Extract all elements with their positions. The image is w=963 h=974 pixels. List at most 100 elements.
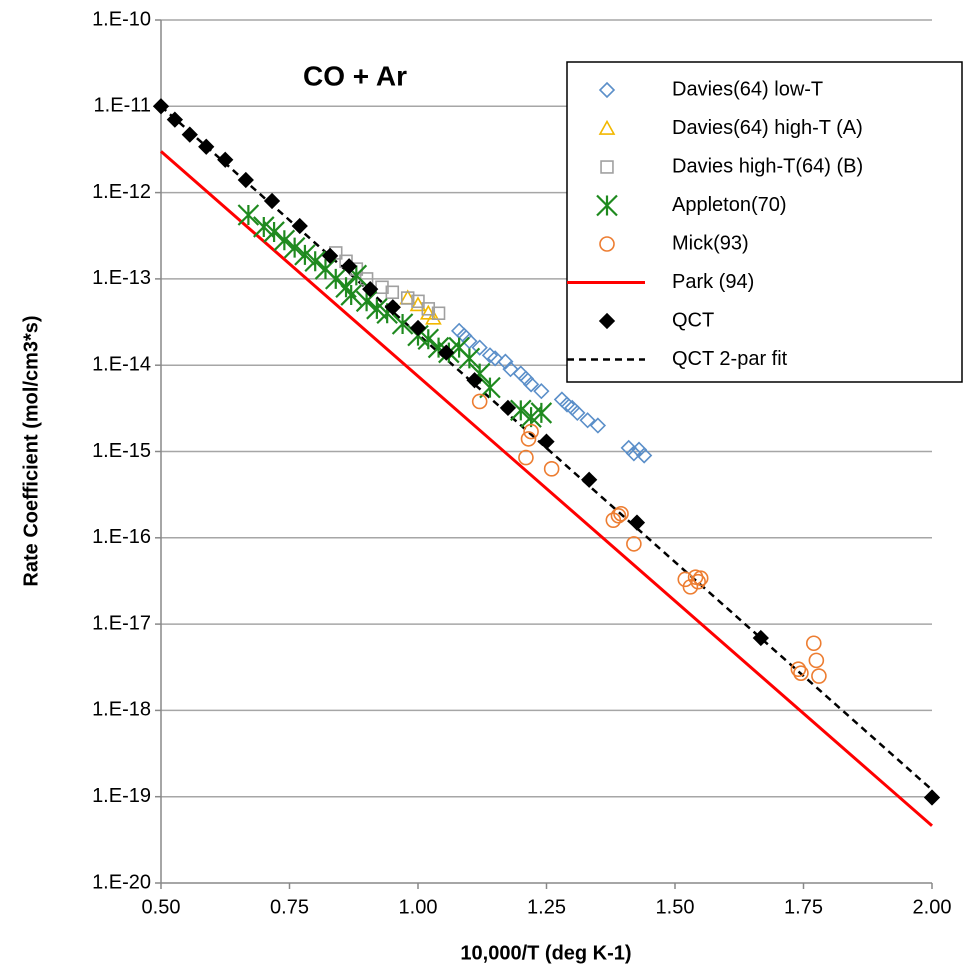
data-point — [237, 171, 254, 189]
data-point — [321, 247, 339, 264]
data-point — [790, 661, 807, 678]
legend-swatch — [598, 81, 616, 99]
data-point — [263, 221, 285, 243]
data-point — [808, 652, 825, 669]
data-point — [263, 192, 281, 210]
y-tick-label: 1.E-20 — [92, 871, 151, 893]
chart-title: CO + Ar — [303, 60, 407, 91]
data-point — [502, 361, 519, 378]
data-point — [793, 665, 809, 681]
data-point — [181, 126, 198, 143]
data-point — [520, 431, 537, 447]
data-point — [533, 383, 550, 400]
legend-label: QCT — [672, 309, 714, 331]
data-point — [417, 328, 440, 350]
data-point — [569, 404, 586, 422]
y-tick-label: 1.E-13 — [92, 267, 151, 289]
legend-box — [566, 61, 963, 383]
y-tick-label: 1.E-17 — [92, 612, 151, 634]
data-point — [450, 322, 468, 339]
y-tick-label: 1.E-10 — [92, 8, 151, 30]
data-point — [253, 216, 275, 238]
data-point — [486, 350, 504, 367]
legend-label: QCT 2-par fit — [672, 348, 788, 370]
legend-label: Park (94) — [672, 271, 754, 293]
data-point — [166, 111, 184, 128]
data-point — [419, 304, 437, 320]
y-tick-label: 1.E-14 — [92, 353, 151, 375]
data-point — [355, 290, 378, 313]
data-point — [461, 333, 478, 350]
legend-label: Davies(64) low-T — [672, 78, 823, 100]
data-point — [499, 399, 517, 417]
x-tick-label: 1.00 — [399, 896, 438, 918]
data-point — [690, 573, 706, 590]
y-tick-label: 1.E-16 — [92, 526, 151, 548]
data-point — [385, 285, 400, 300]
data-point — [530, 402, 553, 424]
data-point — [458, 347, 481, 370]
data-point — [636, 447, 653, 464]
data-point — [283, 236, 306, 259]
data-point — [553, 391, 571, 408]
data-point — [217, 151, 234, 168]
y-tick-label: 1.E-12 — [92, 181, 151, 203]
x-tick-label: 1.25 — [527, 896, 566, 918]
data-point — [304, 250, 326, 273]
legend-swatch — [599, 236, 615, 252]
data-point — [294, 244, 316, 266]
x-tick-label: 0.75 — [270, 896, 309, 918]
data-point — [340, 258, 358, 275]
data-point — [198, 138, 215, 155]
data-point — [438, 344, 455, 361]
data-point — [481, 347, 499, 364]
data-point — [682, 579, 699, 595]
legend-swatch — [598, 312, 616, 330]
legend-label: Davies(64) high-T (A) — [672, 117, 863, 139]
data-point — [411, 294, 425, 309]
y-tick-label: 1.E-18 — [92, 699, 151, 721]
data-point — [291, 217, 308, 235]
data-point — [626, 536, 642, 552]
legend-swatch — [600, 160, 614, 174]
data-point — [752, 629, 769, 647]
data-point — [538, 433, 555, 450]
data-point — [923, 789, 941, 806]
data-point — [811, 668, 827, 684]
data-point — [610, 507, 627, 524]
legend-swatch — [596, 194, 618, 217]
data-point — [237, 204, 260, 226]
data-point — [518, 449, 534, 466]
data-point — [628, 514, 646, 531]
data-point — [421, 302, 436, 316]
data-point — [523, 423, 539, 440]
legend-label: Appleton(70) — [672, 194, 787, 216]
y-axis-title: Rate Coefficient (mol/cm3*s) — [20, 315, 42, 586]
data-point — [497, 353, 514, 370]
data-point — [510, 399, 532, 422]
data-point — [425, 309, 442, 325]
data-point — [581, 471, 598, 488]
x-tick-label: 1.50 — [656, 896, 695, 918]
data-point — [362, 281, 379, 298]
data-point — [471, 393, 488, 410]
data-point — [543, 461, 560, 477]
data-point — [409, 319, 427, 337]
y-tick-label: 1.E-15 — [92, 440, 151, 462]
data-point — [340, 284, 362, 306]
fit-line — [160, 105, 933, 791]
x-tick-label: 1.75 — [784, 896, 823, 918]
data-point — [384, 299, 401, 316]
data-point — [400, 291, 415, 305]
data-point — [805, 635, 822, 652]
y-tick-label: 1.E-11 — [94, 95, 151, 117]
data-point — [273, 229, 296, 252]
data-point — [579, 412, 596, 429]
data-point — [613, 505, 629, 522]
data-point — [431, 306, 446, 320]
data-point — [152, 98, 170, 115]
x-tick-label: 2.00 — [913, 896, 952, 918]
data-point — [522, 376, 540, 393]
x-tick-label: 0.50 — [142, 896, 181, 918]
